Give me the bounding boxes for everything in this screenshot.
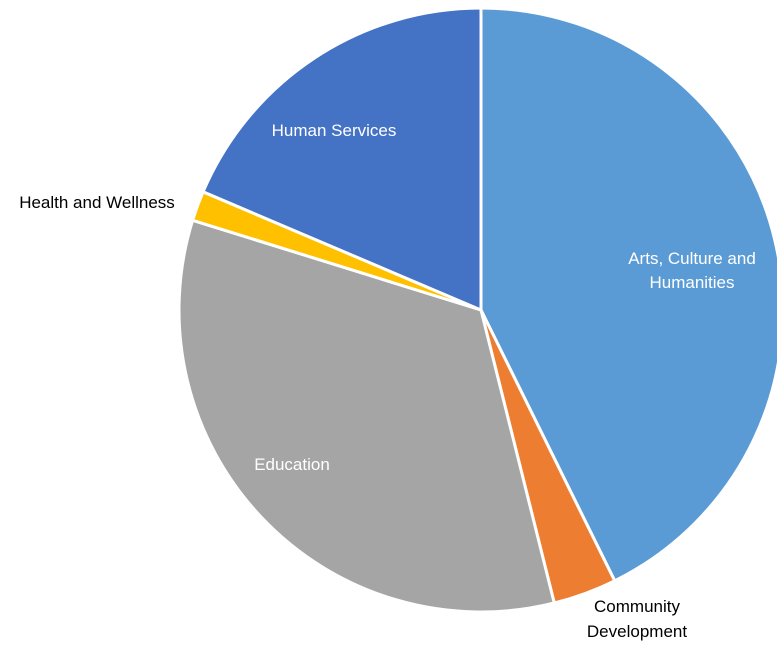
pie-slice-0 xyxy=(479,6,777,583)
pie-slice-label-1: Community Development xyxy=(587,597,687,641)
pie-slice-label-2: Education xyxy=(254,455,330,474)
pie-slices xyxy=(177,6,777,614)
pie-slice-label-4: Human Services xyxy=(272,121,397,140)
pie-labels: Arts, Culture and Humanities Community Deve… xyxy=(19,121,756,641)
pie-slice-label-0: Arts, Culture and Humanities xyxy=(628,249,756,292)
pie-slice-label-3: Health and Wellness xyxy=(19,193,175,212)
pie-slice-4 xyxy=(201,6,483,312)
pie-slice-2 xyxy=(177,218,556,614)
